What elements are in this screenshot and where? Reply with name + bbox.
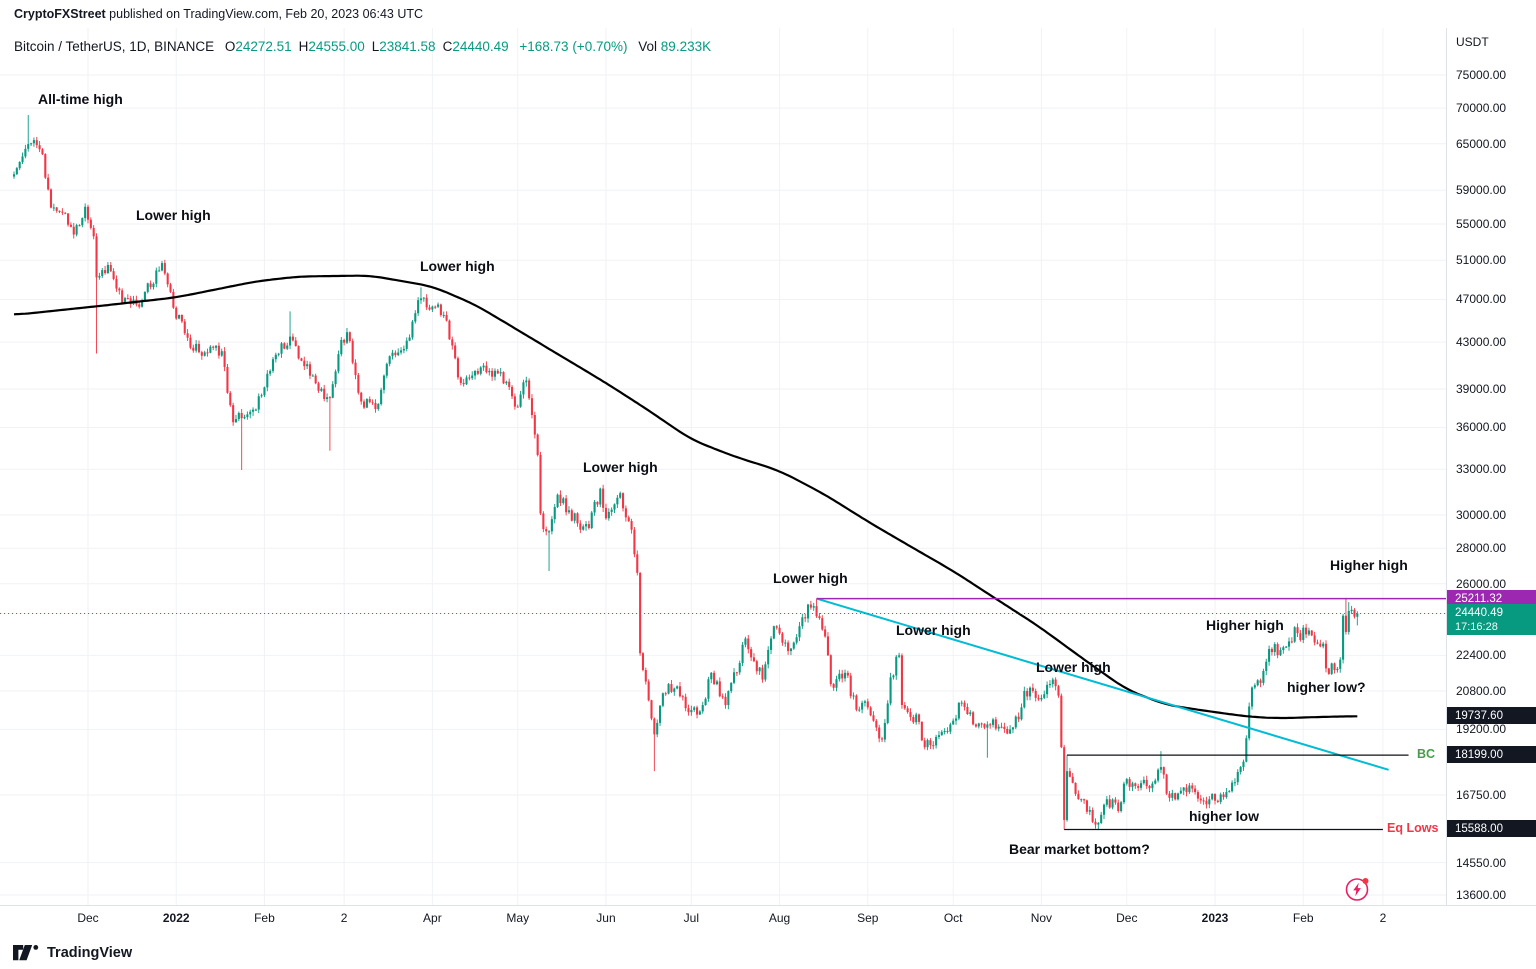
tradingview-logo-icon[interactable] bbox=[13, 944, 39, 961]
time-tick-label[interactable]: May bbox=[506, 911, 530, 925]
annotation-label[interactable]: Lower high bbox=[136, 207, 211, 223]
ohlc-value: 24555.00 bbox=[308, 39, 365, 54]
symbol-header: Bitcoin / TetherUS, 1D, BINANCE O24272.5… bbox=[14, 39, 711, 54]
time-tick-label[interactable]: Dec bbox=[77, 911, 99, 925]
currency-label: USDT bbox=[1456, 35, 1489, 49]
badge-price: 25211.32 bbox=[1455, 592, 1503, 605]
volume-label: Vol bbox=[638, 39, 658, 54]
price-tick-label[interactable]: 70000.00 bbox=[1456, 101, 1507, 116]
price-tick-label[interactable]: 51000.00 bbox=[1456, 253, 1507, 268]
ohlc-letter: O bbox=[224, 39, 236, 54]
line-label[interactable]: BC bbox=[1417, 747, 1436, 761]
line-label[interactable]: Eq Lows bbox=[1387, 821, 1439, 835]
ohlc-value: 24272.51 bbox=[235, 39, 292, 54]
price-tick-label[interactable]: 14550.00 bbox=[1456, 855, 1507, 870]
price-tick-label[interactable]: 43000.00 bbox=[1456, 335, 1507, 350]
time-tick-label[interactable]: Feb bbox=[254, 911, 275, 925]
price-tick-label[interactable]: 22400.00 bbox=[1456, 648, 1507, 663]
drawing-lines bbox=[0, 597, 1446, 831]
price-tick-label[interactable]: 33000.00 bbox=[1456, 462, 1507, 477]
price-tick-label[interactable]: 39000.00 bbox=[1456, 382, 1507, 397]
grid bbox=[0, 28, 1446, 905]
time-tick-label[interactable]: 2023 bbox=[1201, 911, 1229, 925]
annotation-label[interactable]: Bear market bottom? bbox=[1009, 841, 1150, 857]
annotation-label[interactable]: Higher high bbox=[1206, 617, 1284, 633]
time-tick-label[interactable]: 2 bbox=[1379, 911, 1387, 925]
annotation-label[interactable]: Higher high bbox=[1330, 557, 1408, 573]
attribution-publisher: CryptoFXStreet bbox=[14, 7, 106, 21]
price-line-badge: 25211.32 bbox=[1447, 589, 1536, 607]
badge-price: 24440.49 bbox=[1455, 607, 1503, 620]
ohlc-value: 24440.49 bbox=[452, 39, 509, 54]
price-tick-label[interactable]: 36000.00 bbox=[1456, 420, 1507, 435]
annotation-label[interactable]: Lower high bbox=[583, 459, 658, 475]
time-tick-label[interactable]: 2 bbox=[340, 911, 348, 925]
ohlc-values: O24272.51 H24555.00 L23841.58 C24440.49 bbox=[218, 39, 509, 54]
price-tick-label[interactable]: 13600.00 bbox=[1456, 888, 1507, 902]
time-tick-label[interactable]: Dec bbox=[1116, 911, 1138, 925]
symbol-title[interactable]: Bitcoin / TetherUS, 1D, BINANCE bbox=[14, 39, 215, 54]
price-tick-label[interactable]: 26000.00 bbox=[1456, 576, 1507, 591]
time-tick-label[interactable]: Oct bbox=[943, 911, 963, 925]
price-tick-label[interactable]: 16750.00 bbox=[1456, 787, 1507, 802]
change-value: +168.73 (+0.70%) bbox=[519, 39, 628, 54]
annotation-label[interactable]: Lower high bbox=[773, 570, 848, 586]
annotation-label[interactable]: higher low bbox=[1189, 808, 1259, 824]
footer-bar: TradingView bbox=[0, 936, 1536, 969]
badge-price: 15588.00 bbox=[1455, 823, 1503, 836]
annotation-label[interactable]: higher low? bbox=[1287, 679, 1366, 695]
price-line-badge: 15588.00 bbox=[1447, 820, 1536, 838]
attribution-bar: CryptoFXStreet published on TradingView.… bbox=[0, 0, 1536, 28]
descending-trendline[interactable] bbox=[816, 597, 1389, 771]
price-tick-label[interactable]: 20800.00 bbox=[1456, 683, 1507, 698]
price-tick-label[interactable]: 47000.00 bbox=[1456, 292, 1507, 307]
time-tick-label[interactable]: Nov bbox=[1030, 911, 1053, 925]
annotation-label[interactable]: All-time high bbox=[38, 91, 123, 107]
time-tick-label[interactable]: Sep bbox=[857, 911, 879, 925]
time-tick-label[interactable]: Apr bbox=[423, 911, 442, 925]
badge-price: 19737.60 bbox=[1455, 710, 1503, 723]
boost-icon[interactable] bbox=[1345, 878, 1369, 901]
price-tick-label[interactable]: 75000.00 bbox=[1456, 68, 1507, 82]
price-tick-label[interactable]: 55000.00 bbox=[1456, 216, 1507, 231]
price-tick-label[interactable]: 19200.00 bbox=[1456, 722, 1507, 737]
ohlc-letter: C bbox=[442, 39, 453, 54]
bar-countdown: 17:16:28 bbox=[1455, 621, 1498, 634]
volume-value: 89.233K bbox=[660, 39, 712, 54]
price-line-badge: 18199.00 bbox=[1447, 746, 1536, 764]
annotation-label[interactable]: Lower high bbox=[1036, 659, 1111, 675]
annotation-label[interactable]: Lower high bbox=[896, 622, 971, 638]
candlesticks bbox=[12, 115, 1359, 830]
time-tick-label[interactable]: 2022 bbox=[162, 911, 190, 925]
price-tick-label[interactable]: 65000.00 bbox=[1456, 136, 1507, 151]
annotation-label[interactable]: Lower high bbox=[420, 258, 495, 274]
ohlc-letter: H bbox=[298, 39, 309, 54]
time-tick-label[interactable]: Jun bbox=[596, 911, 616, 925]
price-line-badge: 19737.60 bbox=[1447, 707, 1536, 725]
attribution-text: published on TradingView.com, Feb 20, 20… bbox=[105, 7, 424, 21]
ma-200-line[interactable] bbox=[13, 274, 1358, 720]
badge-price: 18199.00 bbox=[1455, 749, 1503, 762]
time-tick-label[interactable]: Feb bbox=[1292, 911, 1314, 925]
price-tick-label[interactable]: 59000.00 bbox=[1456, 183, 1507, 198]
ohlc-value: 23841.58 bbox=[379, 39, 436, 54]
time-axis[interactable] bbox=[0, 905, 1536, 936]
tradingview-logo-text[interactable]: TradingView bbox=[47, 944, 133, 961]
time-tick-label[interactable]: Aug bbox=[768, 911, 791, 925]
price-tick-label[interactable]: 30000.00 bbox=[1456, 508, 1507, 523]
ohlc-letter: L bbox=[371, 39, 380, 54]
price-tick-label[interactable]: 28000.00 bbox=[1456, 541, 1507, 556]
current-price-badge: 24440.49 17:16:28 bbox=[1447, 604, 1536, 636]
time-tick-label[interactable]: Jul bbox=[683, 911, 700, 925]
